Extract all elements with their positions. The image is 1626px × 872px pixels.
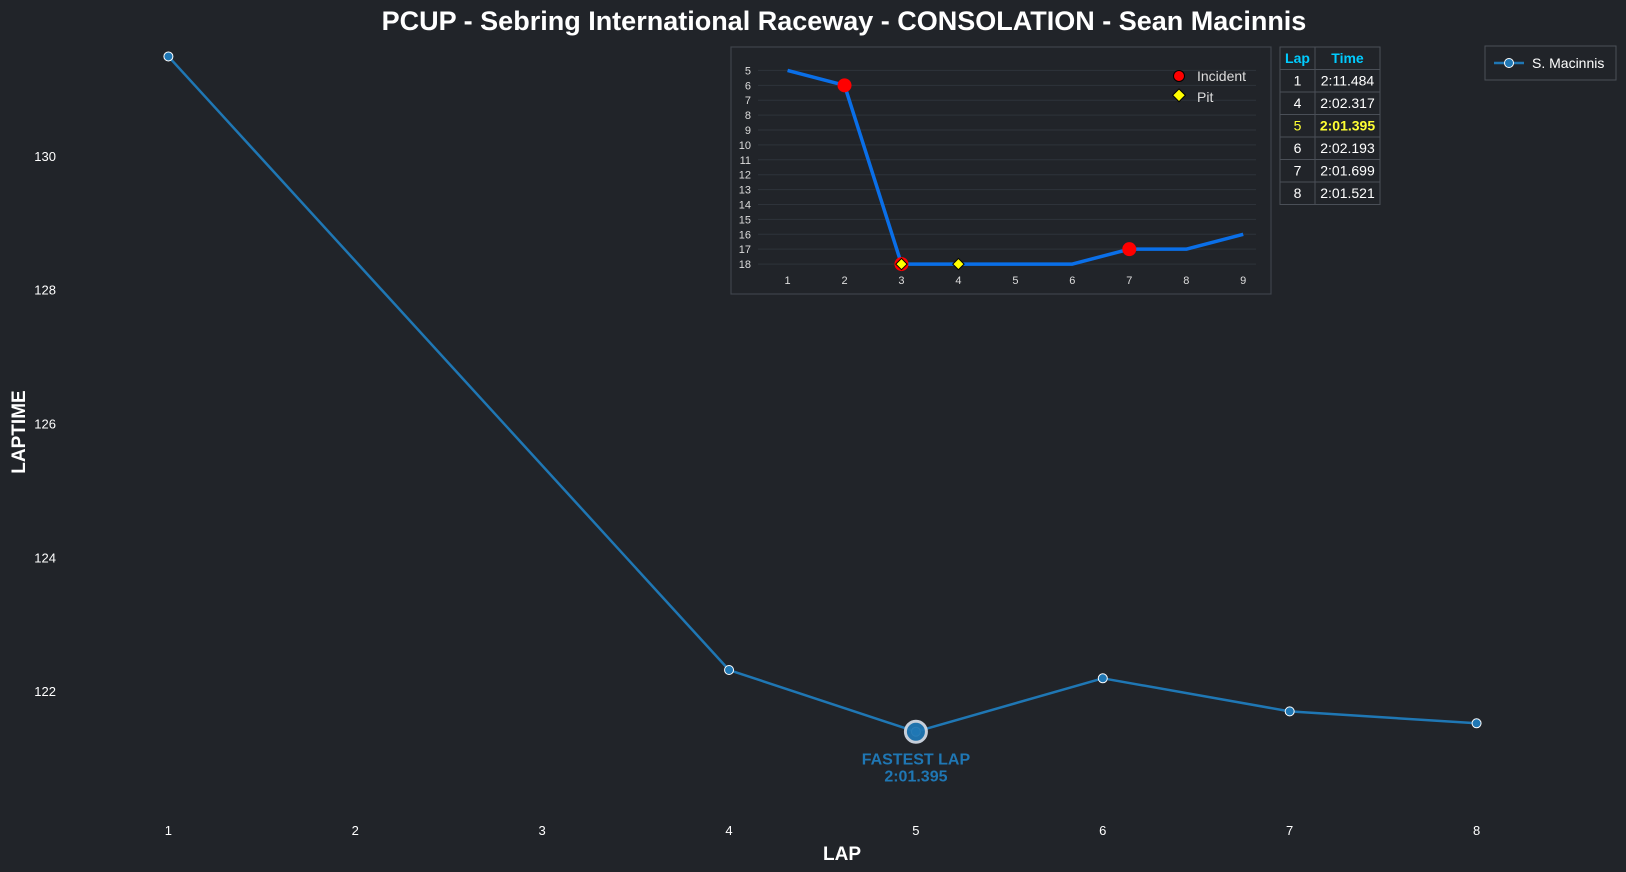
laptime-point bbox=[1284, 706, 1295, 717]
x-tick-label: 7 bbox=[1286, 823, 1293, 838]
inset-y-tick-label: 5 bbox=[745, 65, 751, 77]
inset-x-tick-label: 7 bbox=[1126, 275, 1132, 287]
table-time-cell: 2:02.317 bbox=[1320, 95, 1375, 111]
x-tick-label: 1 bbox=[165, 823, 172, 838]
laptime-point bbox=[1471, 718, 1482, 729]
inset-legend: Incident Pit bbox=[1171, 68, 1246, 105]
x-tick-label: 3 bbox=[539, 823, 546, 838]
pit-legend-marker bbox=[1171, 88, 1187, 103]
inset-x-tick-label: 9 bbox=[1240, 275, 1246, 287]
inset-x-tick-label: 8 bbox=[1183, 275, 1189, 287]
x-tick-label: 4 bbox=[725, 823, 732, 838]
inset-y-tick-label: 17 bbox=[739, 244, 751, 256]
table-lap-cell: 8 bbox=[1294, 185, 1302, 201]
table-lap-cell: 4 bbox=[1294, 95, 1302, 111]
lap-time-table: Lap Time 1 2:11.484 4 2:02.317 5 2:01.395 6 2:02.… bbox=[1279, 46, 1381, 205]
y-tick-label: 130 bbox=[34, 149, 56, 164]
table-time-cell: 2:01.521 bbox=[1320, 185, 1375, 201]
main-legend-label: S. Macinnis bbox=[1532, 55, 1604, 71]
inset-x-tick-label: 1 bbox=[785, 275, 791, 287]
table-lap-cell: 1 bbox=[1294, 73, 1302, 89]
inset-y-tick-label: 12 bbox=[739, 170, 751, 182]
x-tick-label: 2 bbox=[352, 823, 359, 838]
laptime-point bbox=[1097, 673, 1108, 684]
table-header-time: Time bbox=[1331, 50, 1364, 66]
table-time-cell: 2:01.395 bbox=[1320, 118, 1375, 134]
table-cell bbox=[1314, 181, 1381, 205]
inset-x-tick-label: 2 bbox=[841, 275, 847, 287]
inset-y-tick-label: 6 bbox=[745, 80, 751, 92]
inset-x-tick-label: 5 bbox=[1012, 275, 1018, 287]
y-tick-label: 126 bbox=[34, 417, 56, 432]
inset-y-tick-label: 11 bbox=[740, 155, 751, 167]
x-tick-label: 8 bbox=[1473, 823, 1480, 838]
table-time-cell: 2:11.484 bbox=[1321, 73, 1375, 89]
fastest-lap-annotation-title: FASTEST LAP bbox=[862, 752, 971, 769]
inset-y-tick-label: 8 bbox=[745, 110, 751, 122]
laptime-point bbox=[724, 665, 735, 676]
inset-y-tick-label: 10 bbox=[739, 140, 751, 152]
inset-x-tick-label: 4 bbox=[955, 275, 961, 287]
inset-y-tick-label: 15 bbox=[739, 214, 751, 226]
y-tick-label: 128 bbox=[34, 283, 56, 298]
table-time-cell: 2:02.193 bbox=[1320, 140, 1375, 156]
table-lap-cell: 5 bbox=[1294, 118, 1302, 134]
incident-legend-marker bbox=[1173, 70, 1185, 82]
x-tick-label: 5 bbox=[912, 823, 919, 838]
inset-x-tick-label: 6 bbox=[1069, 275, 1075, 287]
position-series-line bbox=[787, 68, 1244, 266]
main-legend-marker-swatch bbox=[1504, 58, 1514, 68]
inset-y-tick-label: 13 bbox=[739, 185, 751, 197]
fastest-lap-annotation-time: 2:01.395 bbox=[884, 769, 947, 786]
inset-y-tick-label: 16 bbox=[739, 229, 751, 241]
table-lap-cell: 6 bbox=[1294, 140, 1302, 156]
inset-y-tick-label: 7 bbox=[745, 95, 751, 107]
fastest-lap-highlight bbox=[903, 719, 928, 744]
incident-marker bbox=[1122, 242, 1137, 257]
main-legend: S. Macinnis bbox=[1484, 45, 1617, 81]
inset-frame bbox=[730, 46, 1272, 295]
inset-x-tick-label: 3 bbox=[898, 275, 904, 287]
table-lap-cell: 7 bbox=[1294, 163, 1302, 179]
incident-marker bbox=[837, 78, 852, 93]
table-time-cell: 2:01.699 bbox=[1320, 163, 1375, 179]
pit-legend-label: Pit bbox=[1197, 89, 1213, 105]
laptime-point bbox=[163, 51, 174, 62]
incident-legend-label: Incident bbox=[1197, 68, 1246, 84]
inset-y-tick-label: 9 bbox=[745, 125, 751, 137]
pit-marker bbox=[895, 257, 908, 271]
y-axis-title: LAPTIME bbox=[9, 390, 30, 473]
x-axis-title: LAP bbox=[823, 844, 861, 865]
y-tick-label: 122 bbox=[34, 684, 56, 699]
x-tick-label: 6 bbox=[1099, 823, 1106, 838]
chart-title: PCUP - Sebring International Raceway - C… bbox=[382, 6, 1307, 36]
pit-marker bbox=[952, 257, 965, 271]
inset-y-tick-label: 14 bbox=[739, 199, 751, 211]
laptime-series-line bbox=[167, 55, 1477, 733]
table-header-lap: Lap bbox=[1285, 50, 1310, 66]
inset-y-tick-label: 18 bbox=[739, 259, 751, 271]
y-tick-label: 124 bbox=[34, 550, 56, 565]
